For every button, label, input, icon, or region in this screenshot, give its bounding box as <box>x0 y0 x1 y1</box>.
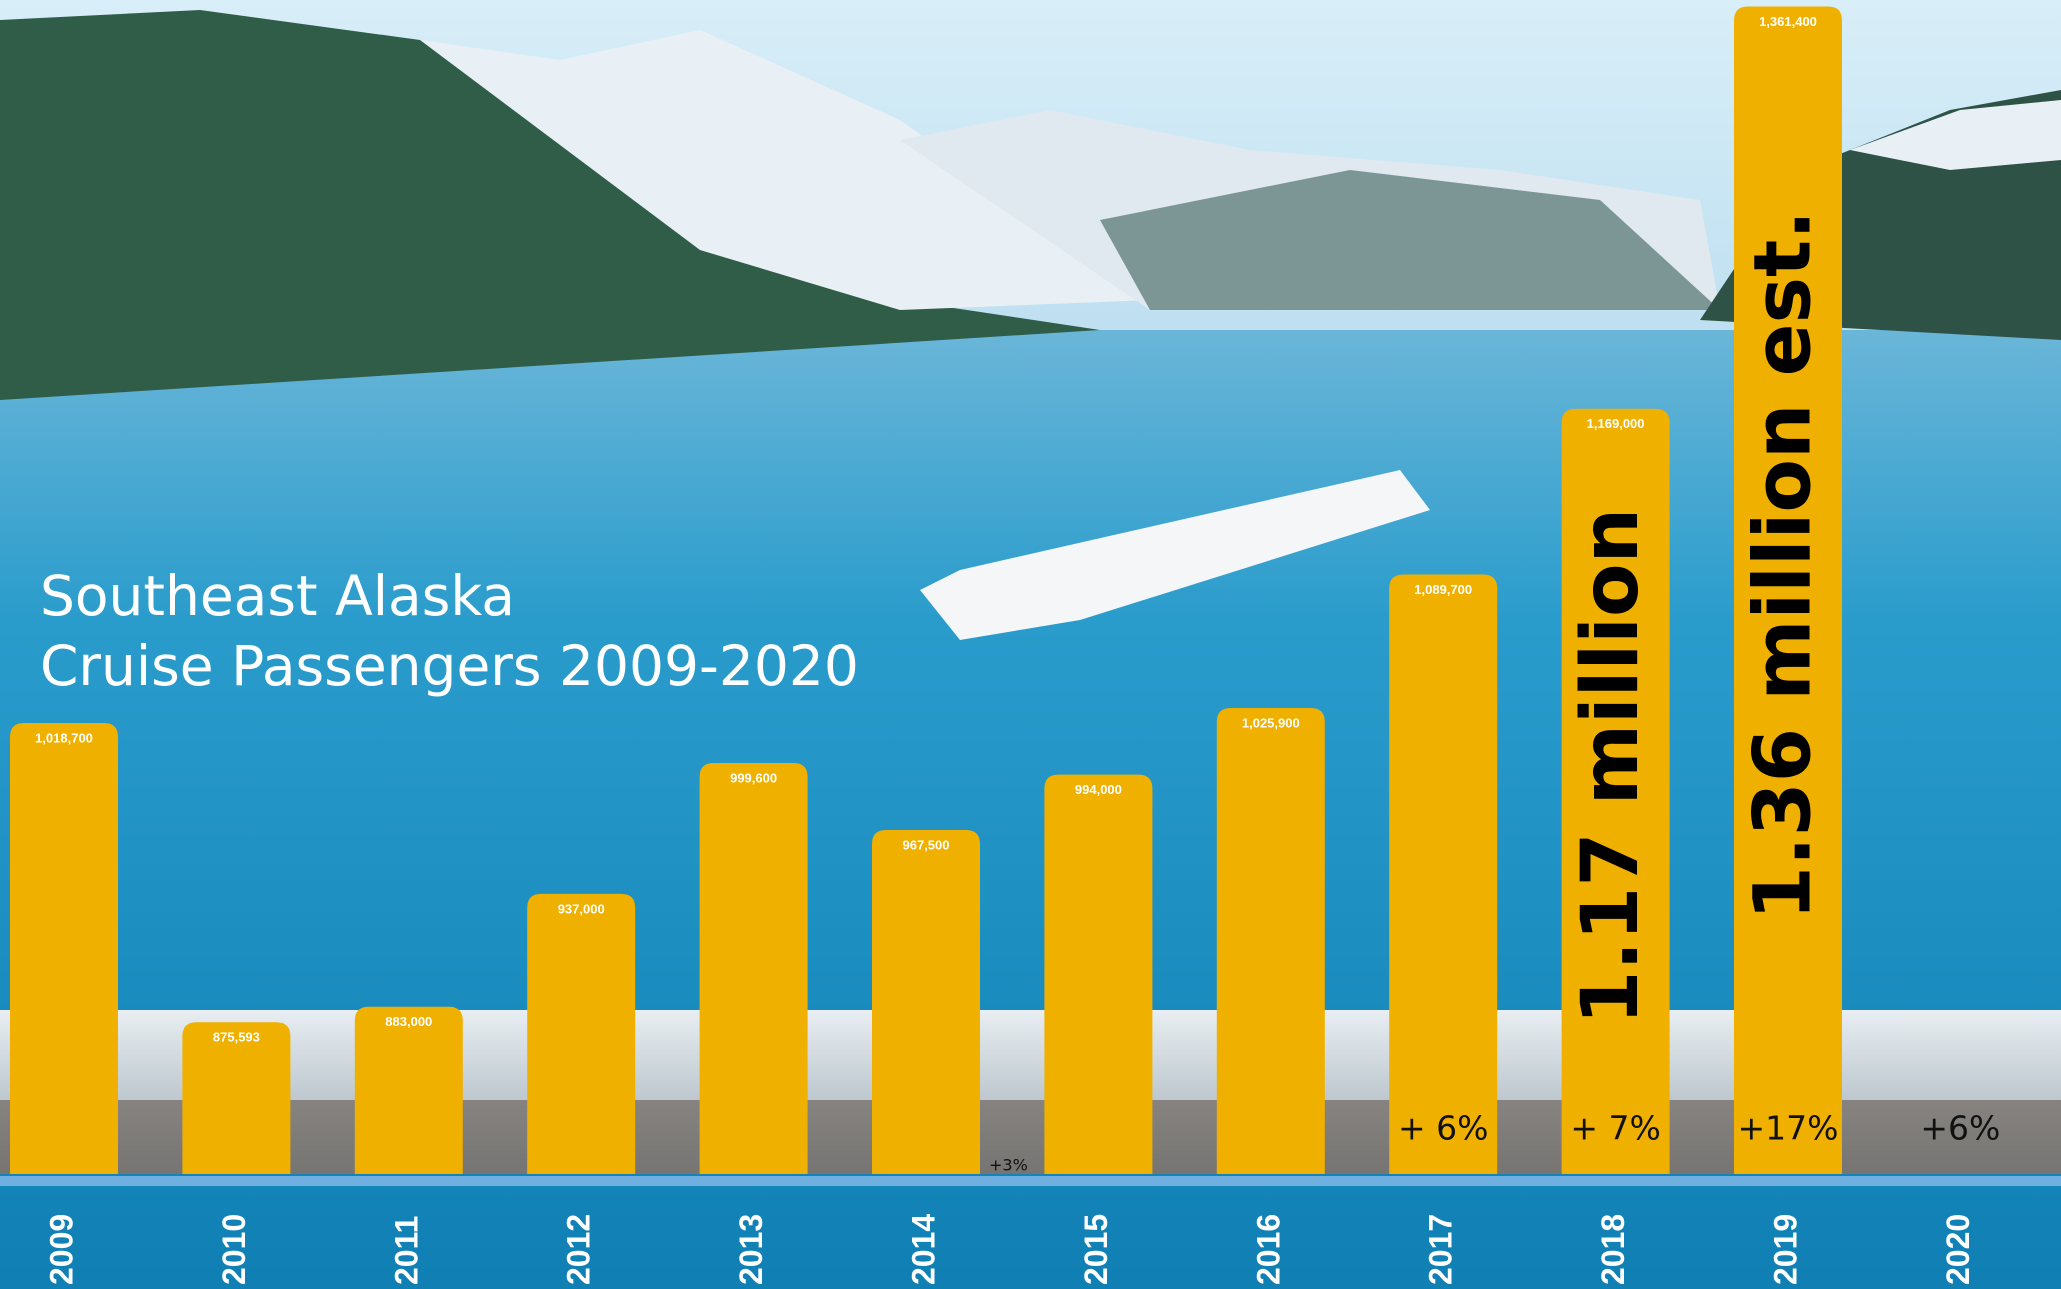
value-label: 967,500 <box>903 837 950 852</box>
bar <box>872 830 980 1174</box>
x-tick-label: 2012 <box>561 1214 597 1285</box>
chart-title: Southeast Alaska <box>40 564 515 628</box>
value-label: 883,000 <box>385 1014 432 1029</box>
value-label: 999,600 <box>730 770 777 785</box>
growth-label: +3% <box>989 1156 1028 1175</box>
x-tick-label: 2019 <box>1767 1214 1803 1285</box>
bar <box>1216 707 1325 1174</box>
bar <box>1044 774 1153 1174</box>
x-tick-label: 2020 <box>1940 1214 1976 1285</box>
value-label: 994,000 <box>1075 782 1122 797</box>
bar <box>182 1022 291 1174</box>
x-tick-label: 2017 <box>1423 1214 1459 1285</box>
big-label: 1.36 million est. <box>1738 210 1828 920</box>
bar <box>354 1006 463 1174</box>
value-label: 1,169,000 <box>1587 416 1645 431</box>
value-label: 1,025,900 <box>1242 715 1300 730</box>
growth-label: + 6% <box>1398 1109 1489 1148</box>
value-label: 1,361,400 <box>1759 14 1817 29</box>
big-label: 1.17 million <box>1566 508 1656 1025</box>
value-label: 1,089,700 <box>1414 582 1472 597</box>
x-tick-label: 2013 <box>733 1214 769 1285</box>
x-tick-label: 2016 <box>1250 1214 1286 1285</box>
bar <box>1734 6 1842 1174</box>
x-tick-label: 2014 <box>905 1214 941 1285</box>
value-label: 875,593 <box>213 1030 260 1045</box>
growth-label: + 7% <box>1570 1109 1661 1148</box>
growth-label: +17% <box>1738 1109 1839 1148</box>
growth-label: +6% <box>1920 1109 2000 1148</box>
bar <box>699 762 808 1174</box>
chart-title: Cruise Passengers 2009-2020 <box>40 634 859 698</box>
bar <box>527 893 636 1174</box>
bar <box>10 723 118 1174</box>
x-tick-label: 2009 <box>43 1214 79 1285</box>
x-tick-label: 2010 <box>216 1214 252 1285</box>
x-tick-label: 2015 <box>1078 1214 1114 1285</box>
bar <box>1561 408 1670 1174</box>
x-tick-label: 2011 <box>388 1216 424 1285</box>
value-label: 937,000 <box>558 901 605 916</box>
bar <box>1389 574 1498 1174</box>
value-label: 1,018,700 <box>35 730 93 745</box>
x-tick-label: 2018 <box>1595 1214 1631 1285</box>
